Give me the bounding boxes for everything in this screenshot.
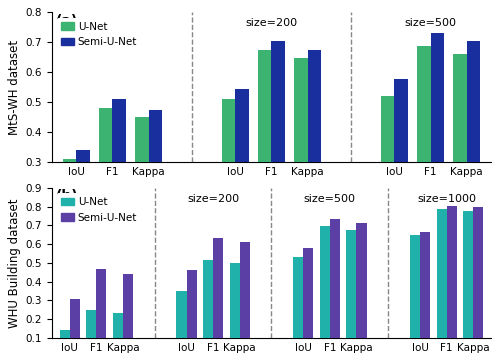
Bar [308, 50, 322, 252]
Bar [463, 212, 473, 357]
Bar [60, 330, 70, 357]
Bar [473, 208, 484, 357]
Bar [430, 33, 444, 252]
Bar [123, 274, 133, 357]
Text: size=500: size=500 [304, 194, 356, 204]
Legend: U-Net, Semi-U-Net: U-Net, Semi-U-Net [57, 193, 142, 227]
Bar [203, 260, 213, 357]
Bar [294, 257, 304, 357]
Bar [294, 58, 308, 252]
Bar [148, 110, 162, 252]
Text: size=200: size=200 [187, 194, 239, 204]
Bar [330, 219, 340, 357]
Bar [446, 205, 457, 357]
Text: size=200: size=200 [246, 18, 298, 28]
Bar [466, 41, 480, 252]
Bar [236, 89, 249, 252]
Bar [420, 232, 430, 357]
Text: size=500: size=500 [404, 18, 456, 28]
Bar [222, 99, 235, 252]
Y-axis label: MtS-WH dataset: MtS-WH dataset [8, 40, 22, 135]
Bar [410, 235, 420, 357]
Bar [62, 159, 76, 252]
Legend: U-Net, Semi-U-Net: U-Net, Semi-U-Net [57, 18, 142, 51]
Bar [417, 46, 430, 252]
Bar [394, 79, 408, 252]
Bar [346, 230, 356, 357]
Bar [98, 108, 112, 252]
Bar [320, 226, 330, 357]
Bar [213, 238, 223, 357]
Bar [135, 117, 148, 252]
Bar [436, 209, 446, 357]
Bar [230, 263, 239, 357]
Bar [70, 299, 80, 357]
Bar [304, 248, 314, 357]
Y-axis label: WHU Building dataset: WHU Building dataset [8, 198, 22, 328]
Bar [113, 313, 123, 357]
Bar [453, 54, 466, 252]
Bar [86, 310, 97, 357]
Text: size=1000: size=1000 [417, 194, 476, 204]
Text: size=50: size=50 [90, 18, 135, 28]
Bar [272, 42, 285, 252]
Bar [112, 99, 126, 252]
Bar [186, 270, 196, 357]
Bar [176, 291, 186, 357]
Bar [380, 96, 394, 252]
Text: size=50: size=50 [74, 194, 119, 204]
Bar [356, 223, 366, 357]
Text: (a): (a) [56, 14, 78, 28]
Bar [240, 242, 250, 357]
Bar [96, 269, 106, 357]
Text: (b): (b) [56, 190, 78, 204]
Bar [76, 150, 90, 252]
Bar [258, 50, 272, 252]
